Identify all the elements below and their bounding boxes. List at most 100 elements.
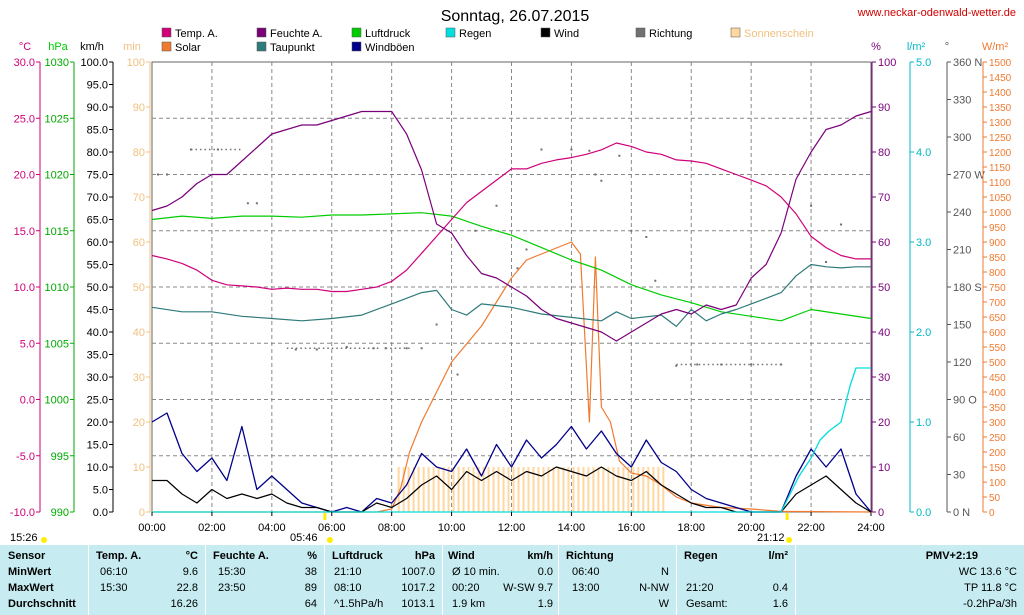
sunshine-bar	[497, 467, 500, 512]
header-humidity-unit: %	[307, 550, 317, 562]
wind-time: Ø 10 min.	[452, 566, 500, 578]
sunshine-bar	[432, 467, 435, 512]
wind-axis-tick-label: 25.0	[87, 395, 108, 407]
direction-point	[675, 364, 678, 367]
unit-solar: W/m²	[982, 41, 1009, 53]
solar-axis-tick-label: 450	[989, 373, 1006, 384]
legend-swatch-rain	[445, 27, 456, 38]
legend-swatch-temp	[161, 27, 172, 38]
sunshine-bar	[627, 467, 630, 512]
sunshine-bar	[657, 467, 660, 512]
sunshine-bar	[422, 467, 425, 512]
sunshine-bar	[562, 467, 565, 512]
legend-swatch-solar	[161, 41, 172, 52]
header-direction: Richtung	[566, 550, 614, 562]
solar-axis-tick-label: 1350	[989, 103, 1012, 114]
sunshine-bar	[617, 467, 620, 512]
sunshine-bar	[522, 467, 525, 512]
sunshine-bar	[552, 467, 555, 512]
rain-axis-tick-label: 3.0	[916, 237, 931, 249]
unit-sun: min	[123, 41, 141, 53]
solar-axis-tick-label: 1000	[989, 208, 1012, 219]
direction-value: N	[661, 566, 669, 578]
sunshine-bar	[472, 467, 475, 512]
legend-label-solar: Solar	[175, 42, 201, 54]
temp-axis-tick-label: -5.0	[16, 451, 35, 463]
solar-axis-tick-label: 1100	[989, 178, 1011, 189]
sun-axis-tick-label: 50	[133, 282, 145, 294]
x-tick-label: 04:00	[258, 522, 286, 534]
legend-label-rain: Regen	[459, 28, 491, 40]
solar-axis-tick-label: 400	[989, 388, 1006, 399]
series-rain	[152, 367, 871, 513]
sunshine-bar	[612, 467, 615, 512]
solar-axis-tick-label: 150	[989, 463, 1006, 474]
legend-label-gust: Windböen	[365, 42, 415, 54]
solar-axis-tick-label: 1400	[989, 88, 1012, 99]
direction-point	[255, 202, 258, 205]
sunshine-bar	[487, 467, 490, 512]
direction-point	[825, 261, 828, 263]
direction-axis-tick-label: 300	[953, 132, 971, 144]
unit-wind: km/h	[80, 41, 104, 53]
pressure-axis-tick-label: 1020	[45, 170, 69, 182]
temp-axis-tick-label: 15.0	[14, 226, 35, 238]
sunshine-bar	[642, 467, 645, 512]
chart-legend: Temp. A. Feuchte A. Luftdruck Regen Wind Rich…	[161, 27, 814, 54]
direction-axis-tick-label: 30	[953, 470, 965, 482]
sunshine-bar	[492, 467, 495, 512]
temp-axis-tick-label: 10.0	[14, 282, 35, 294]
solar-axis-tick-label: 250	[989, 433, 1006, 444]
direction-point	[654, 279, 657, 282]
direction-point	[750, 363, 753, 366]
x-tick-label: 06:00	[318, 522, 346, 534]
temp-value: 16.26	[170, 598, 198, 610]
humidity-axis-tick-label: 30	[878, 372, 890, 384]
header-humidity: Feuchte A.	[213, 550, 269, 562]
sun-axis-tick-label: 100	[127, 57, 145, 69]
wind-axis-tick-label: 65.0	[87, 215, 108, 227]
sunshine-bar	[467, 467, 470, 512]
sunshine-bar	[532, 467, 535, 512]
sunshine-bar	[527, 467, 530, 512]
solar-axis-tick-label: 1050	[989, 193, 1012, 204]
wind-axis-tick-label: 35.0	[87, 350, 108, 362]
weather-chart: Sonntag, 26.07.2015 www.neckar-odenwald-…	[9, 7, 1016, 544]
direction-point	[645, 236, 648, 238]
legend-label-direction: Richtung	[649, 28, 692, 40]
direction-axis-tick-label: 210	[953, 245, 971, 257]
direction-value: N-NW	[639, 582, 669, 594]
series-humidity	[151, 110, 872, 342]
solar-axis-tick-label: 800	[989, 268, 1006, 279]
legend-label-dewpoint: Taupunkt	[270, 42, 315, 54]
header-temp-unit: °C	[185, 550, 198, 562]
legend-swatch-gust	[351, 41, 362, 52]
solar-axis-tick-label: 750	[989, 283, 1006, 294]
rain-time: 21:20	[686, 582, 714, 594]
sunshine-bar	[397, 467, 400, 512]
solar-axis-tick-label: 350	[989, 403, 1006, 414]
row-label: MinWert	[8, 566, 52, 578]
website-link[interactable]: www.neckar-odenwald-wetter.de	[857, 7, 1016, 19]
pressure-time: ^1.5hPa/h	[334, 598, 384, 610]
sunshine-bar	[477, 467, 480, 512]
sunrise-dot	[326, 537, 333, 543]
left-time-label: 15:26	[10, 532, 38, 544]
sunshine-bar	[482, 467, 485, 512]
humidity-value: 64	[304, 598, 317, 610]
wind-axis-tick-label: 5.0	[93, 485, 108, 497]
sun-axis-tick-label: 30	[133, 372, 145, 384]
wind-time: 00:20	[452, 582, 480, 594]
solar-axis-tick-label: 950	[989, 223, 1006, 234]
header-pmv: PMV+2:19	[925, 550, 978, 562]
direction-point	[216, 148, 219, 151]
sunshine-bar	[537, 467, 540, 512]
sunset-label: 21:12	[757, 532, 785, 544]
unit-temp: °C	[19, 41, 31, 53]
solar-axis-tick-label: 100	[989, 478, 1006, 489]
humidity-value: 38	[304, 566, 317, 578]
solar-axis-tick-label: 1250	[989, 133, 1012, 144]
sun-axis-tick-label: 70	[133, 192, 145, 204]
solar-axis-tick-label: 50	[989, 493, 1001, 504]
direction-points	[156, 148, 843, 376]
